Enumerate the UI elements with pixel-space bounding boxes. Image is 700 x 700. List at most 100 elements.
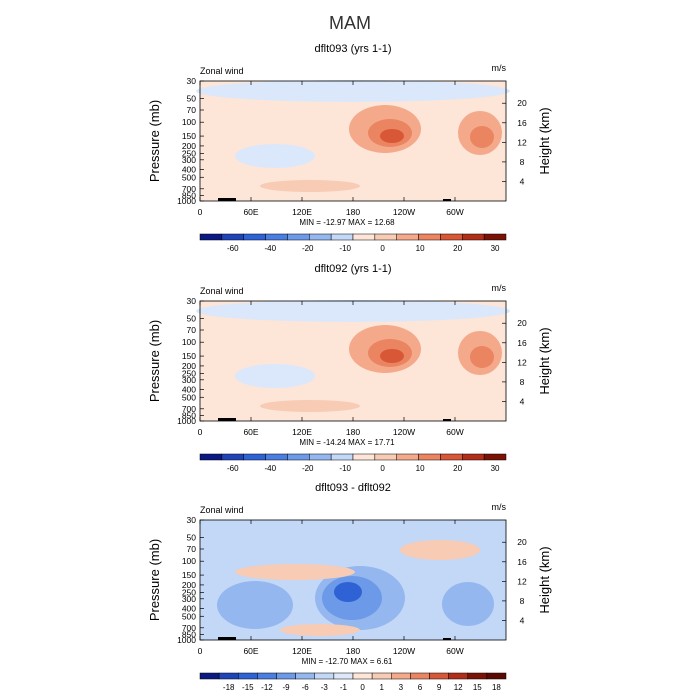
height-tick-label: 12: [517, 357, 527, 367]
colorbar-swatch: [418, 233, 441, 241]
colorbar-swatch: [391, 672, 411, 680]
x-tick-label: 120W: [393, 646, 415, 656]
contour-region: [470, 346, 494, 368]
height-tick-label: 4: [520, 396, 525, 406]
y-tick-label: 30: [187, 296, 197, 306]
colorbar-tick-label: 30: [491, 464, 500, 473]
colorbar-tick-label: -40: [264, 244, 276, 253]
contour-region: [260, 180, 360, 192]
colorbar-swatch: [374, 453, 397, 461]
min-max-stats: MIN = -12.97 MAX = 12.68: [299, 218, 395, 227]
y-axis-title-right: Height (km): [537, 546, 552, 613]
min-max-stats: MIN = -14.24 MAX = 17.71: [299, 438, 395, 447]
colorbar-swatch: [199, 453, 223, 461]
height-tick-label: 16: [517, 338, 527, 348]
colorbar-swatch: [467, 672, 488, 680]
colorbar-swatch: [221, 453, 244, 461]
colorbar-swatch: [462, 233, 485, 241]
colorbar-tick-label: -9: [283, 683, 291, 692]
colorbar-swatch: [352, 672, 373, 680]
colorbar-tick-label: 0: [380, 244, 385, 253]
colorbar-swatch: [486, 672, 507, 680]
min-max-stats: MIN = -12.70 MAX = 6.61: [302, 657, 393, 666]
topography: [443, 638, 451, 640]
y-axis-title: Pressure (mb): [147, 100, 162, 182]
colorbar-swatch: [374, 233, 397, 241]
y-tick-label: 150: [182, 131, 196, 141]
contour-region: [334, 582, 362, 602]
panel-1: dflt093 (yrs 1-1)Zonal wind m/s3050701001…: [147, 43, 552, 253]
panels: dflt093 (yrs 1-1)Zonal wind m/s3050701001…: [147, 43, 552, 692]
panel-title: dflt093 (yrs 1-1): [314, 43, 391, 55]
y-tick-label: 50: [187, 93, 197, 103]
colorbar-tick-label: 0: [380, 464, 385, 473]
colorbar-swatch: [265, 233, 288, 241]
colorbar-tick-label: 30: [491, 244, 500, 253]
colorbar-swatch: [483, 233, 507, 241]
colorbar-swatch: [287, 453, 310, 461]
contour-region: [235, 144, 315, 168]
colorbar-tick-label: 12: [454, 683, 463, 692]
colorbar-tick-label: -10: [339, 244, 351, 253]
y-tick-label: 200: [182, 580, 196, 590]
height-tick-label: 20: [517, 318, 527, 328]
y-tick-label: 400: [182, 604, 196, 614]
colorbar-tick-label: -3: [321, 683, 329, 692]
y-tick-label: 250: [182, 369, 196, 379]
colorbar-swatch: [309, 233, 332, 241]
colorbar-tick-label: -10: [339, 464, 351, 473]
y-tick-label: 500: [182, 172, 196, 182]
colorbar-swatch: [287, 233, 310, 241]
x-tick-label: 180: [346, 207, 360, 217]
colorbar-tick-label: 1: [379, 683, 384, 692]
y-tick-label: 30: [187, 515, 197, 525]
colorbar-tick-label: 18: [492, 683, 501, 692]
colorbar-swatch: [218, 672, 239, 680]
colorbar-swatch: [352, 453, 376, 461]
variable-label: Zonal wind: [200, 505, 244, 515]
colorbar-tick-label: 6: [418, 683, 423, 692]
colorbar-swatch: [276, 672, 296, 680]
colorbar-swatch: [371, 672, 392, 680]
colorbar-swatch: [314, 672, 335, 680]
colorbar-swatch: [483, 453, 507, 461]
x-tick-label: 60E: [243, 646, 258, 656]
y-axis-title-right: Height (km): [537, 107, 552, 174]
y-tick-label: 850: [182, 190, 196, 200]
y-tick-label: 200: [182, 361, 196, 371]
y-tick-label: 1000: [177, 635, 196, 645]
y-tick-label: 300: [182, 375, 196, 385]
height-tick-label: 4: [520, 615, 525, 625]
x-tick-label: 180: [346, 646, 360, 656]
y-tick-label: 70: [187, 105, 197, 115]
colorbar-tick-label: -40: [264, 464, 276, 473]
colorbar-swatch: [243, 233, 266, 241]
height-tick-label: 8: [520, 157, 525, 167]
contour-region: [400, 540, 480, 560]
contour-region: [260, 400, 360, 412]
units-label: m/s: [492, 283, 507, 293]
y-tick-label: 150: [182, 570, 196, 580]
colorbar-tick-label: 20: [453, 464, 462, 473]
colorbar-tick-label: 0: [360, 683, 365, 692]
y-axis-title-right: Height (km): [537, 327, 552, 394]
contour-region: [217, 581, 293, 629]
units-label: m/s: [492, 502, 507, 512]
colorbar-tick-label: 10: [416, 244, 425, 253]
topography: [218, 418, 236, 421]
panel-2: dflt092 (yrs 1-1)Zonal wind m/s3050701001…: [147, 263, 552, 473]
colorbar-tick-label: 15: [473, 683, 482, 692]
height-tick-label: 4: [520, 176, 525, 186]
x-tick-label: 120W: [393, 427, 415, 437]
colorbar-swatch: [330, 233, 354, 241]
contour-region: [280, 624, 360, 636]
y-tick-label: 400: [182, 165, 196, 175]
y-tick-label: 400: [182, 385, 196, 395]
y-tick-label: 500: [182, 611, 196, 621]
colorbar-swatch: [238, 672, 258, 680]
colorbar-swatch: [429, 672, 449, 680]
colorbar-swatch: [257, 672, 277, 680]
y-axis-title: Pressure (mb): [147, 320, 162, 402]
y-tick-label: 1000: [177, 196, 196, 206]
y-tick-label: 700: [182, 404, 196, 414]
